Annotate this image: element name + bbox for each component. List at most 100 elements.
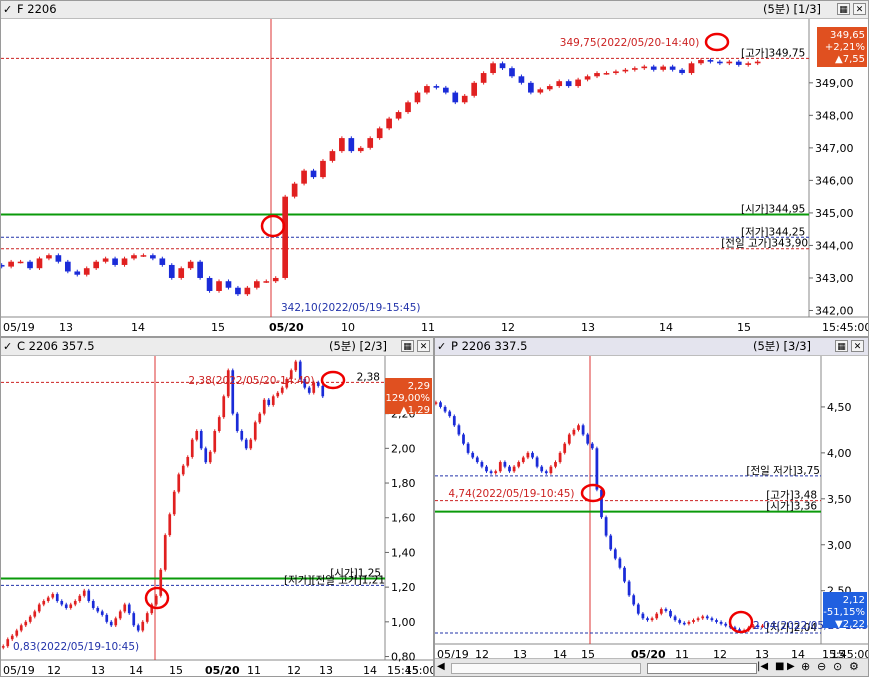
y-tick-label: 347,00 [815, 142, 854, 155]
candle-body [546, 86, 553, 90]
toolbar-stop-icon[interactable]: ■ [775, 661, 785, 672]
candle-body [69, 604, 73, 608]
candle-body [132, 613, 136, 626]
y-tick-label: 348,00 [815, 109, 854, 122]
f-title-bar: ✓ F 2206 (5분) [1/3] ▦ ✕ [1, 1, 868, 19]
price-box [823, 592, 867, 628]
x-tick-label: 13 [319, 664, 333, 677]
candle-body [698, 60, 704, 64]
reference-line-label: [고가]349,75 [741, 47, 805, 59]
toolbar-play-icon[interactable]: ▶ [787, 661, 795, 672]
y-tick-label: 3,50 [827, 493, 852, 506]
candle-body [424, 86, 430, 93]
marker-circle [728, 610, 754, 634]
candle-body [751, 625, 755, 628]
candle-body [521, 457, 525, 463]
candle-body [105, 614, 109, 622]
candle-body [556, 81, 563, 87]
marker-circle [144, 586, 170, 610]
x-tick-label: 05/19 [3, 321, 35, 334]
x-tick-label: 05/20 [631, 648, 666, 659]
candle-body [73, 601, 77, 605]
close-icon[interactable]: ✕ [417, 340, 430, 352]
candle-body [186, 457, 190, 466]
candle-body [631, 68, 638, 70]
close-icon[interactable]: ✕ [851, 340, 864, 352]
x-tick-label: 14 [129, 664, 143, 677]
candle-body [503, 462, 507, 467]
x-tick-label: 14 [131, 321, 145, 334]
candle-body [310, 170, 317, 178]
candle-body [159, 258, 166, 265]
candle-body [688, 63, 695, 74]
price-box [385, 378, 432, 414]
candle-body [301, 170, 307, 184]
candle-body [159, 569, 163, 596]
checkbox-icon[interactable]: ✓ [437, 340, 447, 353]
candle-body [462, 434, 465, 444]
scroll-left-icon[interactable]: ◀ [437, 661, 445, 672]
candle-body [178, 268, 185, 278]
y-tick-label: 1,00 [391, 616, 416, 629]
f-chart[interactable]: 342,00 343,00 344,00 345,00 346,00 347,00 348,… [1, 19, 868, 337]
f-period: (5분) [1/3] [763, 2, 822, 16]
candle-body [321, 385, 325, 397]
candle-body [577, 425, 580, 430]
x-tick-label: 11 [421, 321, 435, 334]
reference-line-label: [저가]2,04 [766, 622, 817, 634]
candle-body [471, 452, 475, 458]
zoom-in-icon[interactable]: ⊕ [801, 660, 811, 673]
candle-body [537, 89, 544, 93]
candle-body [641, 66, 648, 69]
candle-body [715, 620, 718, 622]
checkbox-icon[interactable]: ✓ [3, 340, 13, 353]
x-tick-label: 05/20 [205, 664, 240, 677]
candle-body [244, 287, 251, 295]
candle-body [109, 621, 113, 626]
grid-icon[interactable]: ▦ [837, 3, 850, 15]
candle-body [692, 620, 695, 622]
candle-body [60, 601, 64, 605]
candle-body [267, 399, 271, 405]
candle-body [118, 611, 122, 619]
candle-body [329, 151, 336, 161]
toolbar-first-icon[interactable]: |◀ [757, 661, 769, 672]
candle-body [433, 86, 440, 88]
high-marker-circle [580, 483, 606, 503]
grid-icon[interactable]: ▦ [401, 340, 414, 352]
candle-body [655, 613, 659, 619]
x-tick-label: 15 [831, 648, 845, 659]
grid-icon[interactable]: ▦ [835, 340, 848, 352]
candle-body [282, 196, 289, 278]
price-box-change: ▼2,22 [835, 619, 865, 630]
candle-body [17, 261, 24, 264]
x-tick-label: 12 [713, 648, 727, 659]
candle-body [190, 439, 194, 458]
candle-body [461, 95, 468, 103]
zoom-reset-icon[interactable]: ⊙ [833, 660, 843, 673]
candle-body [594, 73, 600, 77]
candle-body [595, 448, 599, 490]
y-tick-label: 345,00 [815, 207, 854, 220]
zoom-out-icon[interactable]: ⊖ [817, 660, 827, 673]
candle-body [348, 138, 355, 152]
candle-body [558, 452, 562, 463]
high-marker-circle [320, 370, 346, 390]
candle-body [682, 622, 686, 625]
scrollbar-track[interactable] [451, 663, 641, 674]
candle-body [544, 471, 548, 474]
candle-body [650, 618, 654, 621]
checkbox-icon[interactable]: ✓ [3, 3, 13, 16]
reference-line-label: [저가]344,25 [741, 226, 805, 238]
close-icon[interactable]: ✕ [853, 3, 866, 15]
candle-body [584, 76, 591, 80]
c-chart-panel: ✓ C 2206 357.5 (5분) [2/3] ▦ ✕ 0,80 1,00 1,… [0, 337, 434, 677]
candle-body [36, 258, 43, 269]
candle-body [208, 451, 212, 463]
candle-body [554, 462, 557, 467]
range-slider[interactable] [647, 663, 757, 674]
settings-icon[interactable]: ⚙ [849, 660, 859, 673]
x-tick-label: 14 [659, 321, 673, 334]
